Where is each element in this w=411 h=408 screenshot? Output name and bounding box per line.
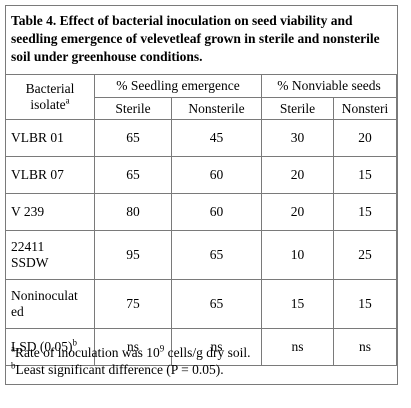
header-row: Bacterial isolatea % Seedling emergence …	[5, 74, 397, 120]
table-row: 22411 SSDW 95 65 10 25	[5, 230, 397, 280]
data-table: Bacterial isolatea % Seedling emergence …	[5, 74, 397, 366]
footnote-a: aRate of inoculation was 109 cells/g dry…	[11, 344, 250, 361]
cell-isolate-text: LSD (0.05)	[11, 339, 73, 354]
cell-isolate: VLBR 01	[5, 119, 95, 157]
cell-isolate-line2: ed	[11, 304, 24, 319]
cell-em-sterile: 75	[94, 279, 172, 329]
cell-em-nonsterile: 65	[171, 230, 262, 280]
header-bacterial-isolate: Bacterial isolatea	[5, 74, 95, 120]
footnote-a-exponent: 9	[159, 343, 165, 354]
cell-isolate: V 239	[5, 193, 95, 231]
cell-em-nonsterile: ns	[171, 328, 262, 366]
cell-em-nonsterile: 60	[171, 193, 262, 231]
table-row: VLBR 01 65 45 30 20	[5, 119, 397, 157]
cell-nv-nonsterile: 15	[333, 156, 397, 194]
footnote-b: bLeast significant difference (P = 0.05)…	[11, 361, 250, 378]
cell-em-nonsterile: 60	[171, 156, 262, 194]
cell-isolate-line2: SSDW	[11, 255, 49, 270]
cell-isolate-line1: Noninoculat	[11, 288, 78, 303]
cell-em-sterile: 65	[94, 119, 172, 157]
table-row: V 239 80 60 20 15	[5, 193, 397, 231]
cell-nv-nonsterile: 25	[333, 230, 397, 280]
cell-nv-sterile: 20	[261, 193, 334, 231]
header-isolate-line2: isolate	[30, 97, 66, 112]
subheader-nonsterile-nonviable: Nonsteri	[333, 97, 397, 120]
cell-em-sterile: 65	[94, 156, 172, 194]
subheader-sterile-nonviable: Sterile	[261, 97, 334, 120]
cell-em-nonsterile: 45	[171, 119, 262, 157]
header-isolate-line1: Bacterial	[25, 81, 75, 96]
table-row: Noninoculat ed 75 65 15 15	[5, 279, 397, 329]
cell-isolate-footnote-mark: b	[72, 337, 78, 348]
cell-isolate: LSD (0.05)b	[5, 328, 95, 366]
subheader-nonsterile-emergence: Nonsterile	[171, 97, 262, 120]
footnotes: aRate of inoculation was 109 cells/g dry…	[11, 344, 250, 378]
cell-nv-nonsterile: 15	[333, 279, 397, 329]
footnote-a-mark: a	[11, 343, 15, 354]
cell-isolate-line1: 22411	[11, 239, 45, 254]
cell-em-sterile: ns	[94, 328, 172, 366]
cell-isolate: Noninoculat ed	[5, 279, 95, 329]
table-row: LSD (0.05)b ns ns ns ns	[5, 328, 397, 366]
cell-em-sterile: 80	[94, 193, 172, 231]
cell-nv-nonsterile: ns	[333, 328, 397, 366]
cell-nv-nonsterile: 20	[333, 119, 397, 157]
cell-em-sterile: 95	[94, 230, 172, 280]
footnote-a-text-end: cells/g dry soil.	[164, 345, 251, 360]
subheader-row: Sterile Nonsterile Sterile Nonsteri	[6, 97, 397, 120]
cell-nv-sterile: 20	[261, 156, 334, 194]
header-seedling-emergence: % Seedling emergence	[94, 74, 262, 98]
subheader-sterile-emergence: Sterile	[94, 97, 172, 120]
subheader-nonsterile-nonviable-text: Nonsteri	[341, 100, 389, 116]
cell-nv-sterile: 30	[261, 119, 334, 157]
cell-nv-sterile: 10	[261, 230, 334, 280]
header-isolate-footnote-mark: a	[65, 95, 70, 106]
footnote-b-mark: b	[11, 360, 16, 371]
footnote-b-text: Least significant difference (P = 0.05).	[15, 362, 224, 377]
header-nonviable-seeds: % Nonviable seeds	[261, 74, 397, 98]
cell-isolate: 22411 SSDW	[5, 230, 95, 280]
footnote-a-text: Rate of inoculation was 10	[15, 345, 160, 360]
cell-isolate: VLBR 07	[5, 156, 95, 194]
cell-em-nonsterile: 65	[171, 279, 262, 329]
cell-nv-nonsterile: 15	[333, 193, 397, 231]
table-row: VLBR 07 65 60 20 15	[5, 156, 397, 194]
cell-nv-sterile: 15	[261, 279, 334, 329]
table-caption: Table 4. Effect of bacterial inoculation…	[11, 13, 380, 64]
cell-nv-sterile: ns	[261, 328, 334, 366]
